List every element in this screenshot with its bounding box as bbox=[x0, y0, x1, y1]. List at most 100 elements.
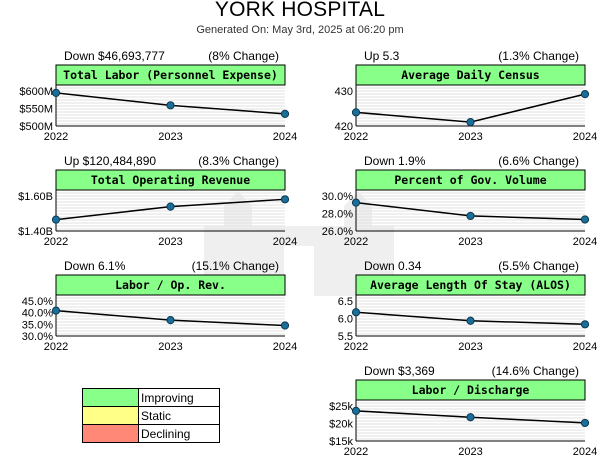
chart-title: Total Labor (Personnel Expense) bbox=[63, 68, 278, 82]
chart-total-operating-revenue: Up $120,484,890 (8.3% Change) Total Operat… bbox=[18, 154, 297, 248]
y-tick-label: 5.5 bbox=[338, 331, 353, 343]
chart-title: Average Length Of Stay (ALOS) bbox=[370, 278, 571, 292]
y-tick-label: 45.0% bbox=[22, 296, 53, 308]
change-text: Up $120,484,890 bbox=[64, 154, 156, 168]
data-point bbox=[580, 90, 590, 99]
legend-label-declining: Declining bbox=[138, 424, 220, 443]
y-tick-label: 26.0% bbox=[322, 226, 353, 238]
change-text: Down 0.34 bbox=[364, 259, 422, 273]
x-tick-label: 2024 bbox=[573, 131, 597, 143]
x-tick-label: 2022 bbox=[344, 446, 368, 458]
x-tick-label: 2022 bbox=[44, 236, 68, 248]
x-tick-label: 2023 bbox=[158, 341, 182, 353]
legend-item-declining: Declining bbox=[82, 424, 220, 443]
change-text: Down 1.9% bbox=[364, 154, 426, 168]
legend: Improving Static Declining bbox=[82, 388, 220, 443]
change-text: Down $46,693,777 bbox=[64, 49, 165, 63]
x-tick-label: 2022 bbox=[44, 131, 68, 143]
data-point bbox=[580, 320, 590, 329]
data-point bbox=[580, 215, 590, 224]
y-tick-label: 30.0% bbox=[22, 331, 53, 343]
x-tick-label: 2024 bbox=[273, 341, 297, 353]
y-tick-label: 30.0% bbox=[322, 191, 353, 203]
y-tick-label: 35.0% bbox=[22, 319, 53, 331]
data-point bbox=[280, 195, 290, 204]
legend-swatch-static bbox=[82, 406, 139, 425]
legend-item-static: Static bbox=[82, 406, 220, 425]
x-tick-label: 2022 bbox=[344, 341, 368, 353]
data-point bbox=[280, 321, 290, 330]
y-tick-label: 40.0% bbox=[22, 308, 53, 320]
y-tick-label: $15k bbox=[329, 436, 353, 448]
y-tick-label: $550M bbox=[19, 104, 53, 116]
percent-change-text: (1.3% Change) bbox=[498, 49, 579, 63]
chart-labor-discharge: Down $3,369 (14.6% Change) Labor / Dischar… bbox=[329, 364, 597, 458]
chart-percent-of-gov-volume: Down 1.9% (6.6% Change) Percent of Gov. Vo… bbox=[322, 154, 597, 248]
chart-title-banner bbox=[355, 169, 586, 191]
chart-title: Total Operating Revenue bbox=[91, 173, 250, 187]
data-point bbox=[351, 108, 361, 117]
chart-title: Labor / Op. Rev. bbox=[115, 278, 226, 292]
y-tick-label: 28.0% bbox=[322, 209, 353, 221]
change-text: Up 5.3 bbox=[364, 49, 400, 63]
chart-title-banner bbox=[355, 379, 586, 401]
chart-title-banner bbox=[55, 274, 286, 296]
percent-change-text: (14.6% Change) bbox=[492, 364, 579, 378]
legend-label-improving: Improving bbox=[138, 388, 220, 407]
x-tick-label: 2024 bbox=[573, 236, 597, 248]
x-tick-label: 2023 bbox=[458, 131, 482, 143]
change-text: Down 6.1% bbox=[64, 259, 126, 273]
chart-labor-op-rev: Down 6.1% (15.1% Change) Labor / Op. Rev. 4… bbox=[22, 259, 297, 353]
data-point bbox=[466, 118, 475, 127]
chart-average-daily-census: Up 5.3 (1.3% Change) Average Daily Census 4… bbox=[335, 49, 598, 143]
x-tick-label: 2024 bbox=[273, 236, 297, 248]
data-point bbox=[580, 418, 590, 428]
data-point bbox=[351, 308, 361, 317]
y-tick-label: 6.5 bbox=[338, 296, 353, 308]
y-tick-label: $25k bbox=[329, 401, 353, 413]
x-tick-label: 2024 bbox=[273, 131, 297, 143]
x-tick-label: 2023 bbox=[458, 236, 482, 248]
generated-timestamp: Generated On: May 3rd, 2025 at 06:20 pm bbox=[196, 24, 404, 36]
y-tick-label: $600M bbox=[19, 86, 53, 98]
chart-title-banner bbox=[355, 64, 586, 86]
legend-item-improving: Improving bbox=[82, 388, 220, 407]
chart-title: Average Daily Census bbox=[401, 68, 539, 82]
percent-change-text: (15.1% Change) bbox=[192, 259, 279, 273]
chart-total-labor-personnel-expense: Down $46,693,777 (8% Change) Total Labor (… bbox=[19, 49, 297, 143]
y-tick-label: 420 bbox=[335, 121, 353, 133]
x-tick-label: 2022 bbox=[344, 236, 368, 248]
chart-title-banner bbox=[55, 64, 286, 86]
chart-title: Labor / Discharge bbox=[412, 383, 530, 397]
data-point bbox=[351, 198, 361, 207]
percent-change-text: (6.6% Change) bbox=[498, 154, 579, 168]
x-tick-label: 2022 bbox=[44, 341, 68, 353]
data-point bbox=[466, 316, 475, 325]
x-tick-label: 2022 bbox=[344, 131, 368, 143]
data-point bbox=[51, 306, 61, 315]
x-tick-label: 2023 bbox=[458, 341, 482, 353]
data-point bbox=[466, 211, 475, 221]
chart-title: Percent of Gov. Volume bbox=[394, 173, 546, 187]
data-point bbox=[51, 88, 61, 97]
y-tick-label: $20k bbox=[329, 419, 353, 431]
y-tick-label: $500M bbox=[19, 121, 53, 133]
chart-average-length-of-stay-alos: Down 0.34 (5.5% Change) Average Length Of … bbox=[338, 259, 598, 353]
data-point bbox=[166, 101, 175, 110]
percent-change-text: (5.5% Change) bbox=[498, 259, 579, 273]
y-tick-label: $1.60B bbox=[18, 191, 53, 203]
x-tick-label: 2023 bbox=[158, 131, 182, 143]
percent-change-text: (8.3% Change) bbox=[198, 154, 279, 168]
data-point bbox=[280, 109, 290, 119]
x-tick-label: 2024 bbox=[573, 446, 597, 458]
y-tick-label: $1.40B bbox=[18, 226, 53, 238]
legend-swatch-declining bbox=[82, 424, 139, 443]
chart-title-banner bbox=[55, 169, 286, 191]
data-point bbox=[51, 215, 61, 224]
page-title: YORK HOSPITAL bbox=[214, 0, 386, 21]
x-tick-label: 2023 bbox=[458, 446, 482, 458]
y-tick-label: 6.0 bbox=[338, 314, 353, 326]
chart-title-banner bbox=[355, 274, 586, 296]
y-tick-label: 430 bbox=[335, 86, 353, 98]
